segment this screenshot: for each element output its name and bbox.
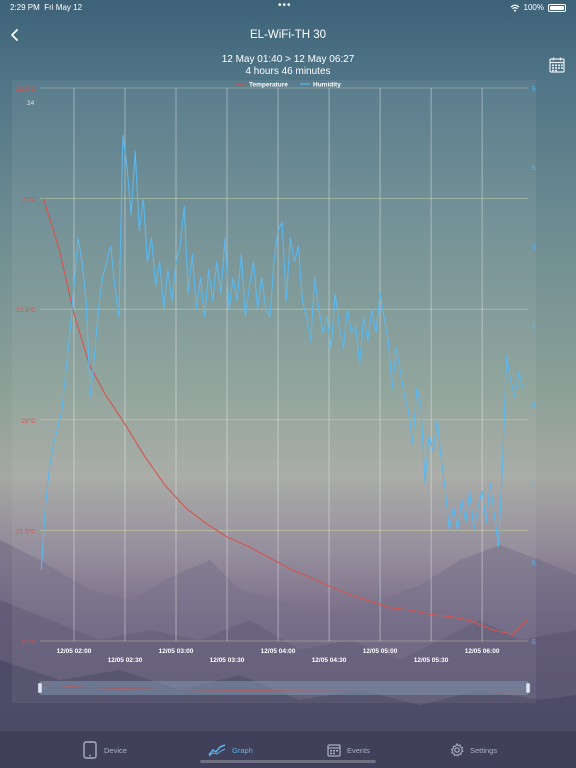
page-title: EL-WiFi-TH 30 bbox=[249, 29, 327, 41]
chart-line-icon bbox=[208, 744, 226, 757]
tab-label: Device bbox=[104, 745, 127, 755]
x-tick-label: 12/05 03:30 bbox=[210, 657, 245, 664]
line-chart[interactable]: Temperature Humidity 23.5°C 23°C 22.5°C 22°C… bbox=[12, 80, 536, 703]
chevron-left-icon[interactable] bbox=[8, 26, 24, 44]
multitasking-dots[interactable]: ••• bbox=[278, 0, 292, 11]
y-right-tick-label: 57%RH bbox=[532, 244, 536, 251]
tab-device[interactable]: Device bbox=[82, 739, 127, 761]
x-tick-label: 12/05 05:30 bbox=[414, 657, 449, 664]
y-left-tick-label: 21.5°C bbox=[16, 527, 36, 535]
x-tick-label: 12/05 04:00 bbox=[261, 648, 296, 655]
x-tick-label: 12/05 02:00 bbox=[57, 648, 92, 655]
tab-graph[interactable]: Graph bbox=[208, 739, 253, 761]
x-tick-label: 12/05 06:00 bbox=[465, 648, 500, 655]
scrubber-handle[interactable] bbox=[37, 682, 43, 694]
duration-label: 4 hours 46 minutes bbox=[245, 66, 331, 77]
y-left-tick-label: 23°C bbox=[21, 196, 36, 204]
calendar-icon bbox=[327, 744, 341, 757]
tablet-icon bbox=[83, 741, 97, 759]
y-right-tick-label: 57.5%RH bbox=[532, 165, 536, 172]
legend-label-temperature: Temperature bbox=[249, 82, 288, 89]
y-left-extra-label: 24 bbox=[27, 100, 35, 107]
x-tick-label: 12/05 04:30 bbox=[312, 657, 347, 664]
x-tick-label: 12/05 02:30 bbox=[108, 657, 143, 664]
y-left-tick-label: 22°C bbox=[21, 417, 36, 425]
calendar-icon[interactable] bbox=[548, 56, 566, 74]
scrubber-handle[interactable] bbox=[525, 682, 531, 694]
y-right-tick-label: 56%RH bbox=[532, 402, 536, 409]
date-range-label: 12 May 01:40 > 12 May 06:27 bbox=[221, 54, 355, 65]
y-right-tick-label: 56.5%RH bbox=[532, 323, 536, 330]
chart-panel[interactable]: Temperature Humidity 23.5°C 23°C 22.5°C 22°C… bbox=[12, 80, 536, 703]
chart-axes: 23.5°C 23°C 22.5°C 22°C 21.5°C 21°C 24 12/05 02… bbox=[16, 85, 536, 664]
status-indicators: 100% bbox=[510, 3, 566, 12]
tab-bar: Device Graph Events Settings bbox=[0, 730, 576, 768]
range-scrubber[interactable] bbox=[37, 681, 531, 695]
status-bar: 2:29 PM Fri May 12 ••• 100% bbox=[0, 0, 576, 16]
chart-grid bbox=[40, 87, 528, 642]
legend-label-humidity: Humidity bbox=[313, 82, 341, 89]
series-line-humidity bbox=[40, 134, 524, 570]
battery-icon bbox=[548, 3, 566, 12]
date-range: 12 May 01:40 > 12 May 06:27 4 hours 46 m… bbox=[0, 54, 576, 78]
y-left-tick-label: 23.5°C bbox=[16, 85, 36, 93]
tab-label: Settings bbox=[470, 745, 498, 755]
y-right-tick-label: 55.5%RH bbox=[532, 481, 536, 488]
y-right-tick-label: 58%RH bbox=[532, 86, 536, 93]
tab-label: Graph bbox=[232, 745, 253, 755]
y-right-tick-label: 55%RH bbox=[532, 560, 536, 567]
scrubber-preview-line bbox=[43, 684, 529, 693]
chart-legend: Temperature Humidity bbox=[236, 82, 341, 89]
home-indicator bbox=[200, 760, 376, 763]
y-left-tick-label: 21°C bbox=[21, 638, 36, 646]
battery-percent: 100% bbox=[523, 3, 544, 12]
chart-series bbox=[40, 134, 529, 635]
tab-label: Events bbox=[347, 745, 370, 755]
wifi-icon bbox=[510, 4, 519, 12]
gear-icon bbox=[450, 743, 464, 757]
x-tick-label: 12/05 05:00 bbox=[363, 648, 398, 655]
y-right-tick-label: 54.5%RH bbox=[532, 639, 536, 646]
series-line-temperature bbox=[42, 198, 529, 635]
x-tick-label: 12/05 03:00 bbox=[159, 648, 194, 655]
tab-settings[interactable]: Settings bbox=[450, 739, 497, 761]
tab-events[interactable]: Events bbox=[327, 739, 370, 761]
navigation-bar: EL-WiFi-TH 30 bbox=[0, 18, 576, 52]
status-time: 2:29 PM Fri May 12 bbox=[10, 3, 83, 12]
y-left-tick-label: 22.5°C bbox=[16, 306, 36, 314]
